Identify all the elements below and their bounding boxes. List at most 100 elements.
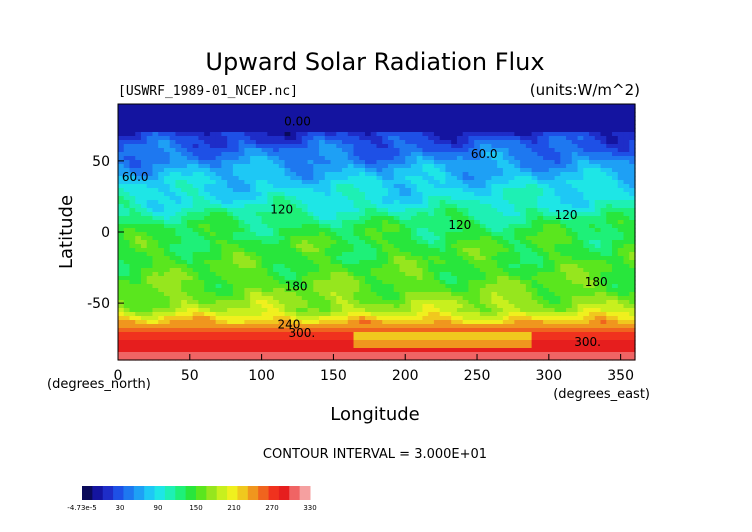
heatmap-cell (428, 144, 435, 149)
heatmap-cell (215, 304, 222, 309)
heatmap-cell (451, 216, 458, 221)
heatmap-cell (238, 112, 245, 117)
heatmap-cell (347, 276, 355, 281)
heatmap-cell (629, 148, 636, 153)
heatmap-cell (158, 268, 165, 273)
heatmap-cell (428, 312, 435, 317)
heatmap-cell (347, 256, 355, 261)
heatmap-cell (479, 296, 487, 301)
heatmap-cell (158, 176, 165, 181)
heatmap-cell (514, 240, 521, 245)
heatmap-cell (405, 236, 412, 241)
heatmap-cell (296, 244, 303, 249)
heatmap-cell (525, 200, 533, 205)
heatmap-cell (158, 244, 165, 249)
heatmap-cell (502, 128, 510, 133)
heatmap-cell (433, 112, 441, 117)
heatmap-cell (410, 216, 418, 221)
heatmap-cell (209, 268, 217, 273)
heatmap-cell (606, 268, 613, 273)
heatmap-cell (353, 244, 360, 249)
heatmap-cell (359, 160, 366, 165)
heatmap-cell (238, 204, 245, 209)
heatmap-cell (491, 244, 498, 249)
heatmap-cell (387, 212, 395, 217)
heatmap-cell (520, 244, 527, 249)
heatmap-cell (118, 152, 125, 157)
heatmap-cell (129, 216, 136, 221)
heatmap-cell (462, 188, 470, 193)
heatmap-cell (525, 264, 533, 269)
heatmap-cell (273, 152, 280, 157)
heatmap-cell (387, 236, 395, 241)
heatmap-cell (497, 132, 504, 137)
heatmap-cell (169, 188, 177, 193)
heatmap-cell (278, 120, 286, 125)
heatmap-cell (359, 192, 366, 197)
heatmap-cell (451, 236, 458, 241)
heatmap-cell (158, 240, 165, 245)
heatmap-cell (370, 196, 378, 201)
heatmap-cell (175, 244, 182, 249)
heatmap-cell (342, 300, 349, 305)
heatmap-cell (347, 280, 355, 285)
heatmap-cell (382, 304, 389, 309)
heatmap-cell (543, 132, 550, 137)
heatmap-cell (347, 284, 355, 289)
heatmap-cell (336, 168, 343, 173)
heatmap-cell (393, 208, 401, 213)
heatmap-cell (439, 316, 447, 321)
heatmap-cell (502, 280, 510, 285)
heatmap-cell (399, 292, 406, 297)
heatmap-cell (606, 152, 613, 157)
heatmap-cell (250, 164, 257, 169)
heatmap-cell (537, 120, 544, 125)
heatmap-cell (560, 304, 567, 309)
heatmap-cell (135, 244, 142, 249)
heatmap-cell (215, 316, 222, 321)
heatmap-cell (623, 308, 630, 313)
heatmap-cell (520, 232, 527, 237)
heatmap-cell (250, 308, 257, 313)
heatmap-cell (560, 272, 567, 277)
heatmap-cell (491, 260, 498, 265)
heatmap-cell (623, 264, 630, 269)
heatmap-cell (399, 252, 406, 257)
heatmap-cell (410, 148, 418, 153)
heatmap-cell (428, 160, 435, 165)
heatmap-cell (158, 184, 165, 189)
heatmap-cell (451, 308, 458, 313)
heatmap-cell (410, 236, 418, 241)
heatmap-cell (296, 132, 303, 137)
heatmap-cell (227, 268, 234, 273)
heatmap-cell (554, 276, 561, 281)
heatmap-cell (209, 260, 217, 265)
heatmap-cell (612, 160, 619, 165)
heatmap-cell (135, 200, 142, 205)
heatmap-cell (428, 224, 435, 229)
heatmap-cell (169, 128, 177, 133)
heatmap-cell (571, 308, 579, 313)
heatmap-cell (365, 124, 372, 129)
heatmap-cell (439, 132, 447, 137)
heatmap-cell (382, 132, 389, 137)
heatmap-cell (428, 292, 435, 297)
heatmap-cell (290, 308, 297, 313)
heatmap-cell (146, 148, 154, 153)
heatmap-cell (158, 140, 165, 145)
heatmap-cell (342, 272, 349, 277)
heatmap-cell (278, 224, 286, 229)
heatmap-cell (589, 284, 596, 289)
heatmap-cell (267, 212, 274, 217)
heatmap-cell (548, 224, 556, 229)
heatmap-cell (158, 292, 165, 297)
heatmap-cell (537, 192, 544, 197)
heatmap-cell (227, 264, 234, 269)
heatmap-cell (129, 120, 136, 125)
heatmap-cell (250, 204, 257, 209)
heatmap-cell (221, 108, 228, 113)
heatmap-cell (169, 252, 177, 257)
heatmap-cell (255, 204, 263, 209)
heatmap-cell (508, 276, 515, 281)
heatmap-cell (468, 260, 475, 265)
